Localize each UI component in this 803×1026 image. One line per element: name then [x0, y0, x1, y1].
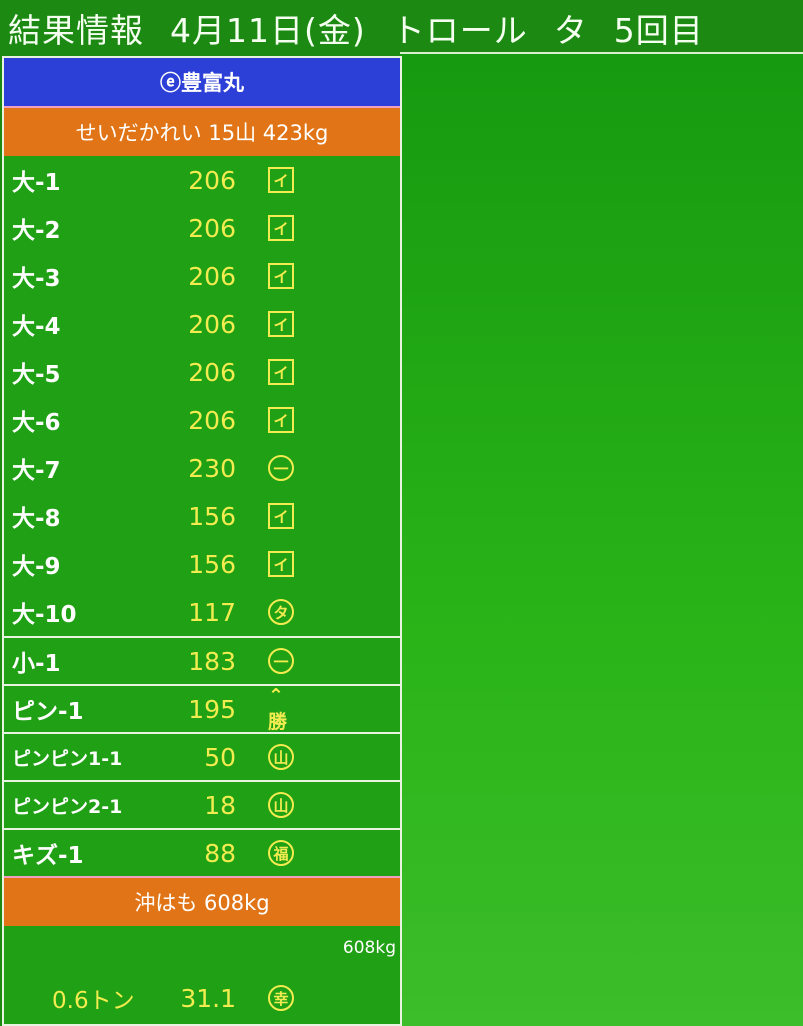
header-method: トロール: [391, 11, 528, 50]
result-row: 大-3 206 イ: [4, 252, 400, 300]
result-row: 大-6 206 イ: [4, 396, 400, 444]
row-value: 156: [188, 501, 236, 531]
row-label: キズ-1: [12, 843, 84, 869]
row-label: 小-1: [12, 651, 61, 677]
section2-tons: 0.6トン: [52, 988, 135, 1014]
row-label: 大-6: [12, 410, 61, 436]
buyer-mark-icon: イ: [268, 359, 294, 385]
row-value: 206: [188, 405, 236, 435]
section-header-okihamo: 沖はも 608kg: [4, 876, 400, 926]
buyer-mark-icon: イ: [268, 167, 294, 193]
row-label: 大-10: [12, 602, 77, 628]
header-round: 5回目: [613, 11, 704, 50]
buyer-mark-icon: 山: [268, 744, 294, 770]
buyer-mark-icon: タ: [268, 599, 294, 625]
result-row: ピン-1 195 ⌃勝: [4, 684, 400, 733]
row-value: 18: [204, 790, 236, 820]
section-header-seidakarei: せいだかれい 15山 423kg: [4, 106, 400, 156]
row-value: 230: [188, 453, 236, 483]
buyer-mark-icon: イ: [268, 407, 294, 433]
result-row: ピンピン2-1 18 山: [4, 780, 400, 828]
row-label: 大-4: [12, 314, 61, 340]
result-row: 小-1 183 一: [4, 636, 400, 684]
screen-header: 結果情報 4月11日(金) トロールタ 5回目: [8, 4, 730, 52]
result-row: 大-2 206 イ: [4, 204, 400, 252]
row-value: 183: [188, 646, 236, 676]
row-label: ピン-1: [12, 699, 84, 725]
buyer-mark-icon: ⌃勝: [268, 684, 288, 733]
row-label: 大-5: [12, 362, 61, 388]
buyer-mark-icon: イ: [268, 311, 294, 337]
result-row: 大-5 206 イ: [4, 348, 400, 396]
buyer-mark-icon: 一: [268, 455, 294, 481]
row-value: 117: [188, 597, 236, 627]
header-period: タ: [553, 11, 588, 50]
row-value: 195: [188, 694, 236, 724]
row-value: 206: [188, 357, 236, 387]
row-label: 大-9: [12, 554, 61, 580]
section2-total: 608kg: [342, 938, 396, 958]
header-title: 結果情報: [8, 11, 144, 50]
row-label: 大-1: [12, 170, 61, 196]
right-panel: [400, 52, 803, 1026]
buyer-mark-icon: イ: [268, 503, 294, 529]
section2-price: 31.1: [180, 983, 236, 1013]
result-row: キズ-1 88 福: [4, 828, 400, 876]
result-panel: ⓔ豊富丸 せいだかれい 15山 423kg 大-1 206 イ大-2 206 イ…: [2, 56, 402, 1026]
header-date: 4月11日(金): [170, 11, 366, 50]
row-label: 大-8: [12, 506, 61, 532]
buyer-mark-icon: 一: [268, 648, 294, 674]
row-label: 大-7: [12, 458, 61, 484]
boat-name: ⓔ豊富丸: [4, 58, 400, 106]
result-row: 大-8 156 イ: [4, 492, 400, 540]
row-value: 88: [204, 838, 236, 868]
result-row: 大-9 156 イ: [4, 540, 400, 588]
buyer-mark-icon: イ: [268, 263, 294, 289]
result-row: 大-4 206 イ: [4, 300, 400, 348]
row-label: 大-3: [12, 266, 61, 292]
buyer-mark-icon: 山: [268, 792, 294, 818]
result-row: ピンピン1-1 50 山: [4, 732, 400, 780]
row-value: 206: [188, 165, 236, 195]
row-value: 206: [188, 309, 236, 339]
section2-row: 0.6トン 31.1 幸: [4, 974, 400, 1022]
result-row: 大-10 117 タ: [4, 588, 400, 636]
result-row: 大-1 206 イ: [4, 156, 400, 204]
buyer-mark-icon: 福: [268, 840, 294, 866]
row-label: 大-2: [12, 218, 61, 244]
row-value: 206: [188, 213, 236, 243]
kou-mark-icon: 幸: [268, 985, 294, 1011]
row-value: 206: [188, 261, 236, 291]
row-label: ピンピン1-1: [12, 747, 123, 770]
row-value: 156: [188, 549, 236, 579]
section2-summary: 608kg: [4, 926, 400, 974]
row-value: 50: [204, 742, 236, 772]
row-label: ピンピン2-1: [12, 795, 123, 818]
buyer-mark-icon: イ: [268, 215, 294, 241]
buyer-mark-icon: イ: [268, 551, 294, 577]
result-row: 大-7 230 一: [4, 444, 400, 492]
